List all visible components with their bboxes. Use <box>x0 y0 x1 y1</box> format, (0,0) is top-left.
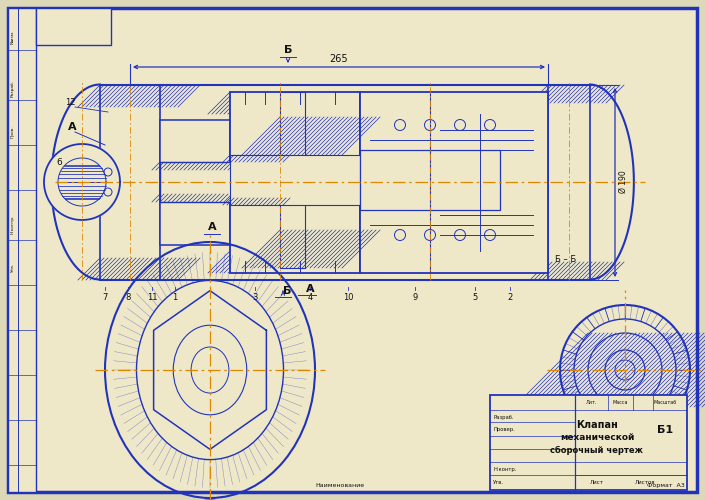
Text: 11: 11 <box>147 293 157 302</box>
Text: 4: 4 <box>307 293 312 302</box>
Polygon shape <box>44 144 120 220</box>
Bar <box>160 120 230 245</box>
Text: 6: 6 <box>56 158 62 167</box>
Bar <box>360 150 500 210</box>
Bar <box>36 8 111 45</box>
Bar <box>230 155 360 205</box>
Text: Масса: Масса <box>612 400 627 404</box>
Bar <box>360 92 548 273</box>
Text: 7: 7 <box>102 293 108 302</box>
Text: 10: 10 <box>343 293 353 302</box>
Text: Утв.: Утв. <box>493 480 504 484</box>
Bar <box>160 162 355 202</box>
Text: Пров.: Пров. <box>11 125 15 138</box>
Bar <box>280 92 305 268</box>
Text: А: А <box>68 122 77 132</box>
Text: Лит.: Лит. <box>585 400 596 404</box>
Text: механической: механической <box>560 434 634 442</box>
Text: 12: 12 <box>65 98 75 107</box>
Text: 1: 1 <box>173 293 178 302</box>
Bar <box>490 395 687 490</box>
Text: 2: 2 <box>508 293 513 302</box>
Bar <box>548 85 590 280</box>
Text: Формат  А3: Формат А3 <box>647 483 685 488</box>
Text: 265: 265 <box>330 54 348 64</box>
Text: Б1: Б1 <box>657 425 673 435</box>
Text: Листов: Листов <box>634 480 656 484</box>
Text: Провер.: Провер. <box>493 428 515 432</box>
Text: Масштаб: Масштаб <box>654 400 677 404</box>
Text: Наименование: Наименование <box>315 483 364 488</box>
Text: Н.контр.: Н.контр. <box>11 215 15 234</box>
Bar <box>230 92 360 273</box>
Text: Утв.: Утв. <box>11 263 15 272</box>
Text: 5: 5 <box>472 293 477 302</box>
Text: 3: 3 <box>252 293 258 302</box>
Text: Б – Б: Б – Б <box>555 255 576 264</box>
Bar <box>100 85 160 280</box>
Text: Клапан: Клапан <box>576 420 618 430</box>
Text: Лист: Лист <box>590 480 604 484</box>
Bar <box>8 8 36 492</box>
Text: Разраб.: Разраб. <box>11 80 15 97</box>
Text: А: А <box>208 222 216 232</box>
Text: Ø 190: Ø 190 <box>619 170 628 194</box>
Text: Н.контр.: Н.контр. <box>493 468 516 472</box>
Text: Б: Б <box>283 286 291 296</box>
Text: Разраб.: Разраб. <box>493 414 513 420</box>
Text: А: А <box>306 284 314 294</box>
Text: Б: Б <box>284 45 292 55</box>
Text: №изм.: №изм. <box>11 30 15 44</box>
Text: сборочный чертеж: сборочный чертеж <box>551 446 644 454</box>
Text: 9: 9 <box>412 293 417 302</box>
Text: 8: 8 <box>125 293 130 302</box>
